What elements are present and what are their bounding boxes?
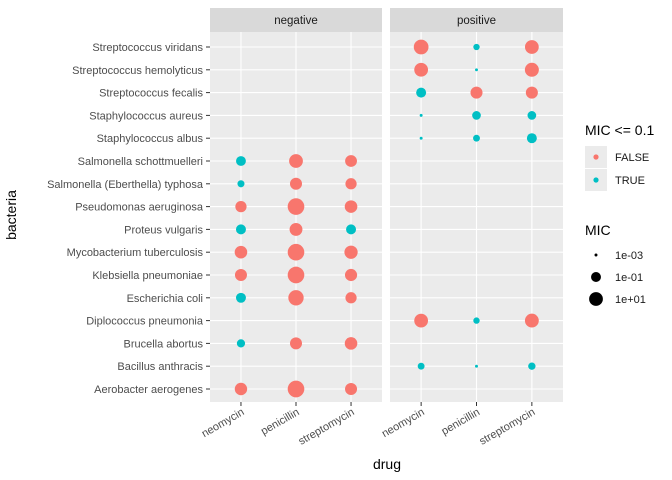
x-tick-label: penicillin bbox=[439, 406, 482, 437]
color-legend: MIC <= 0.1 FALSE TRUE bbox=[585, 122, 654, 191]
size-legend-key bbox=[594, 253, 598, 257]
data-point bbox=[414, 62, 429, 77]
y-tick-label: Escherichia coli bbox=[127, 293, 203, 305]
panel-positive: positive bbox=[390, 8, 563, 402]
facet-strip-label: negative bbox=[274, 15, 317, 27]
data-point bbox=[345, 292, 357, 304]
data-point bbox=[287, 198, 305, 215]
panel-negative: negative bbox=[210, 8, 382, 402]
y-tick-label: Streptococcus hemolyticus bbox=[72, 65, 203, 77]
data-point bbox=[345, 155, 357, 167]
data-point bbox=[235, 292, 246, 303]
facet-strip bbox=[210, 8, 382, 32]
data-point bbox=[235, 224, 246, 235]
data-point bbox=[524, 40, 539, 54]
data-point bbox=[234, 382, 248, 396]
data-point bbox=[289, 154, 303, 168]
y-tick-label: Proteus vulgaris bbox=[124, 224, 203, 236]
data-point bbox=[344, 337, 358, 350]
y-tick-label: Bacillus anthracis bbox=[117, 361, 203, 373]
data-point bbox=[287, 380, 305, 398]
data-point bbox=[526, 133, 537, 144]
y-tick-label: Brucella abortus bbox=[124, 338, 204, 350]
y-tick-label: Mycobacterium tuberculosis bbox=[67, 247, 204, 259]
data-point bbox=[234, 268, 247, 282]
data-point bbox=[414, 313, 429, 328]
data-point bbox=[470, 86, 483, 99]
data-point bbox=[472, 111, 481, 120]
size-legend-key bbox=[589, 292, 603, 306]
x-axis-title: drug bbox=[373, 456, 401, 472]
facet-panels: negative positive bbox=[210, 8, 563, 402]
y-tick-label: Streptococcus viridans bbox=[92, 42, 203, 54]
x-tick-label: streptomycin bbox=[477, 406, 537, 448]
y-tick-label: Salmonella schottmuelleri bbox=[78, 156, 203, 168]
x-tick-label: neomycin bbox=[200, 406, 247, 440]
data-point bbox=[346, 224, 357, 235]
color-legend-title: MIC <= 0.1 bbox=[585, 122, 654, 138]
x-tick-label: penicillin bbox=[259, 406, 302, 437]
data-point bbox=[344, 200, 358, 213]
data-point bbox=[524, 62, 539, 77]
y-tick-labels: Aerobacter aerogenes Bacillus anthracis Br… bbox=[47, 42, 210, 396]
data-point bbox=[289, 177, 303, 190]
data-point bbox=[416, 87, 427, 98]
data-point bbox=[473, 43, 480, 51]
data-point bbox=[289, 337, 303, 350]
data-point bbox=[345, 178, 357, 190]
data-point bbox=[344, 268, 358, 282]
data-point bbox=[525, 86, 538, 99]
data-point bbox=[473, 317, 480, 324]
data-point bbox=[417, 362, 425, 370]
y-tick-label: Staphylococcus aureus bbox=[89, 110, 203, 122]
color-legend-label: TRUE bbox=[615, 175, 645, 187]
data-point bbox=[528, 362, 536, 370]
data-point bbox=[527, 111, 537, 120]
size-legend: MIC 1e-03 1e-01 1e+01 bbox=[585, 222, 646, 306]
color-legend-label: FALSE bbox=[615, 152, 649, 164]
data-point bbox=[473, 134, 480, 142]
data-point bbox=[288, 290, 304, 306]
size-legend-title: MIC bbox=[585, 222, 611, 238]
data-point bbox=[287, 266, 305, 284]
data-point bbox=[345, 382, 358, 396]
facet-strip-label: positive bbox=[457, 15, 496, 27]
data-point bbox=[289, 222, 303, 236]
facet-strip bbox=[390, 8, 563, 32]
data-point bbox=[419, 136, 423, 140]
data-point bbox=[235, 200, 247, 213]
y-tick-label: Klebsiella pneumoniae bbox=[92, 270, 203, 282]
size-legend-key bbox=[591, 272, 601, 282]
y-tick-label: Diplococcus pneumonia bbox=[86, 316, 204, 328]
data-point bbox=[236, 156, 246, 166]
data-point bbox=[237, 180, 245, 188]
size-legend-label: 1e-01 bbox=[615, 272, 643, 284]
y-tick-label: Pseudomonas aeruginosa bbox=[75, 202, 204, 214]
legend-key-point bbox=[593, 177, 599, 183]
data-point bbox=[475, 364, 478, 368]
size-legend-label: 1e-03 bbox=[615, 250, 643, 262]
data-point bbox=[419, 113, 423, 117]
data-point bbox=[344, 245, 358, 259]
data-point bbox=[234, 245, 248, 259]
data-point bbox=[287, 243, 305, 261]
x-tick-label: streptomycin bbox=[297, 406, 357, 448]
data-point bbox=[475, 68, 478, 72]
y-tick-label: Salmonella (Eberthella) typhosa bbox=[47, 179, 204, 191]
y-tick-label: Aerobacter aerogenes bbox=[94, 384, 203, 396]
y-axis-title: bacteria bbox=[3, 190, 19, 240]
x-tick-label: neomycin bbox=[380, 406, 427, 440]
size-legend-label: 1e+01 bbox=[615, 294, 646, 306]
data-point bbox=[413, 39, 429, 55]
data-point bbox=[524, 313, 539, 328]
legend-key-point bbox=[593, 154, 599, 160]
data-point bbox=[236, 339, 246, 348]
y-tick-label: Staphylococcus albus bbox=[97, 133, 204, 145]
y-tick-label: Streptococcus fecalis bbox=[99, 88, 203, 100]
